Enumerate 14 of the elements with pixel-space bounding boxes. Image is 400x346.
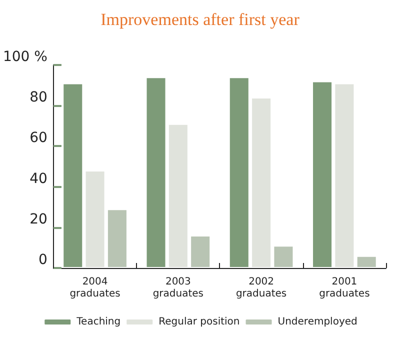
x-tick-label: 2004 graduates <box>70 276 120 300</box>
x-tick-label: 2003 graduates <box>152 276 204 300</box>
y-tick-label: 100 % <box>2 49 48 65</box>
y-tick-label: 40 <box>30 170 48 187</box>
legend-label: Teaching <box>76 316 121 328</box>
legend-label: Regular position <box>158 316 240 328</box>
y-tick-label: 0 <box>38 252 48 268</box>
chart-title: Improvements after first year <box>100 10 300 29</box>
y-tick-label: 60 <box>30 130 48 146</box>
y-tick-label: 20 <box>30 211 48 228</box>
x-tick-label: 2001 graduates <box>319 276 370 300</box>
legend-label: Underemployed <box>278 316 358 328</box>
x-tick-label: 2002 graduates <box>236 276 287 300</box>
y-tick-label: 80 <box>30 90 48 106</box>
